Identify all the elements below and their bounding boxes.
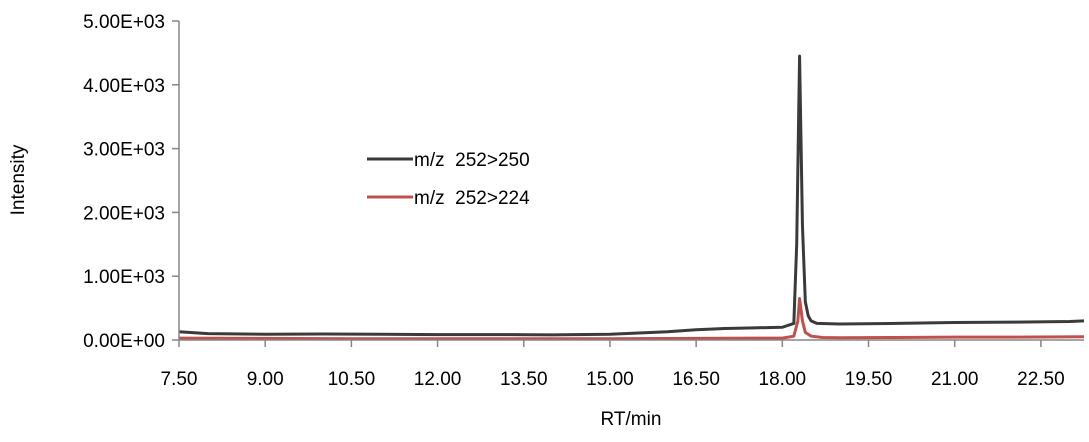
axes	[178, 21, 1084, 341]
x-tick-label: 22.50	[1017, 369, 1065, 390]
legend-label-2: m/z 252>224	[414, 188, 530, 209]
series-line-2	[178, 297, 1085, 341]
x-tick-label: 15.00	[586, 369, 634, 390]
y-tick-label: 3.00E+03	[83, 140, 165, 161]
plot-area	[178, 54, 1085, 341]
x-tick-label: 7.50	[161, 369, 198, 390]
x-ticks: 7.50 9.00 10.50 12.00 13.50 15.00 16.50 18.00 19…	[161, 340, 1065, 390]
series-line-1	[178, 54, 1085, 337]
x-tick-label: 10.50	[328, 369, 376, 390]
y-tick-label: 0.00E+00	[83, 331, 165, 352]
x-tick-label: 19.50	[845, 369, 893, 390]
y-tick-label: 2.00E+03	[83, 203, 165, 224]
x-tick-label: 13.50	[500, 369, 548, 390]
legend-label-1: m/z 252>250	[414, 150, 530, 171]
legend: m/z 252>250 m/z 252>224	[367, 150, 530, 209]
y-tick-label: 5.00E+03	[83, 12, 165, 33]
x-axis-title: RT/min	[601, 409, 662, 430]
x-tick-label: 12.00	[414, 369, 462, 390]
x-tick-label: 9.00	[247, 369, 284, 390]
x-tick-label: 16.50	[672, 369, 720, 390]
y-ticks: 0.00E+00 1.00E+03 2.00E+03 3.00E+03 4.00E+03…	[83, 12, 179, 352]
y-axis-title: Intensity	[8, 144, 29, 215]
x-tick-label: 18.00	[759, 369, 807, 390]
y-tick-label: 4.00E+03	[83, 76, 165, 97]
y-tick-label: 1.00E+03	[83, 267, 165, 288]
x-tick-label: 21.00	[931, 369, 979, 390]
